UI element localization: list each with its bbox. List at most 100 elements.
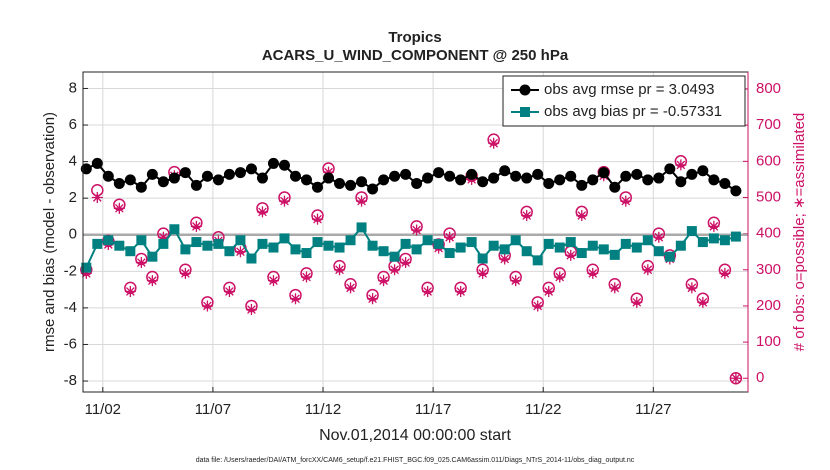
marker: [620, 238, 631, 249]
footnote: data file: /Users/raeder/DAI/ATM_forcXX/…: [196, 457, 635, 464]
x-tick-label: 11/27: [635, 401, 671, 418]
marker: [400, 168, 412, 180]
marker: [146, 275, 158, 287]
marker: [301, 248, 312, 259]
marker: [466, 237, 477, 248]
marker: [135, 257, 147, 269]
marker: [576, 179, 588, 191]
y2-tick-label: 200: [756, 297, 781, 314]
marker: [378, 174, 390, 186]
y-tick-label: 8: [69, 79, 77, 96]
marker: [653, 231, 665, 243]
marker: [444, 170, 456, 182]
marker: [245, 163, 257, 175]
marker: [576, 210, 588, 222]
marker: [708, 174, 720, 186]
marker: [334, 264, 346, 276]
y-tick-label: -6: [64, 335, 77, 352]
marker: [730, 231, 741, 242]
marker: [180, 244, 191, 255]
marker: [102, 170, 114, 182]
marker: [422, 235, 433, 246]
marker: [631, 242, 642, 253]
marker: [411, 178, 423, 190]
marker: [201, 300, 213, 312]
marker: [587, 240, 598, 251]
y2-tick-label: 700: [756, 116, 781, 133]
marker: [235, 235, 246, 246]
x-tick-label: 11/07: [195, 401, 231, 418]
x-tick-label: 11/17: [415, 401, 451, 418]
marker: [587, 267, 599, 279]
marker: [334, 178, 346, 190]
marker: [80, 267, 92, 279]
marker: [532, 255, 543, 266]
marker: [719, 178, 731, 190]
marker: [190, 220, 202, 232]
marker: [598, 244, 609, 255]
marker: [532, 300, 544, 312]
marker: [158, 238, 169, 249]
marker: [202, 240, 213, 251]
marker: [565, 237, 576, 248]
marker: [157, 231, 169, 243]
marker: [642, 174, 654, 186]
marker: [686, 168, 698, 180]
marker: [488, 172, 500, 184]
legend-marker: [519, 84, 531, 96]
y-tick-label: 6: [69, 116, 77, 133]
marker: [267, 157, 279, 169]
marker: [598, 167, 610, 179]
marker: [477, 253, 488, 264]
marker: [521, 172, 533, 184]
marker: [345, 179, 357, 191]
x-tick-label: 11/22: [525, 401, 561, 418]
marker: [565, 249, 577, 261]
marker: [620, 170, 632, 182]
x-tick-label: 11/02: [85, 401, 121, 418]
marker: [576, 248, 587, 259]
marker: [323, 166, 335, 178]
marker: [620, 195, 632, 207]
marker: [213, 238, 224, 249]
marker: [609, 282, 621, 294]
marker: [543, 238, 554, 249]
marker: [521, 210, 533, 222]
marker: [510, 170, 522, 182]
marker: [499, 165, 511, 177]
marker: [411, 224, 423, 236]
marker: [686, 226, 697, 237]
marker: [201, 170, 213, 182]
marker: [422, 285, 434, 297]
marker: [356, 222, 367, 233]
marker: [444, 248, 455, 259]
marker: [378, 275, 390, 287]
marker: [554, 174, 566, 186]
marker: [301, 271, 313, 283]
marker: [708, 220, 720, 232]
y-tick-label: 2: [69, 189, 77, 206]
marker: [389, 170, 401, 182]
marker: [554, 242, 565, 253]
marker: [422, 172, 434, 184]
marker: [103, 235, 114, 246]
marker: [345, 235, 356, 246]
marker: [256, 206, 268, 218]
marker: [278, 195, 290, 207]
marker: [554, 271, 566, 283]
marker: [267, 275, 279, 287]
x-axis-label: Nov.01,2014 00:00:00 start: [319, 427, 511, 444]
legend-box: [502, 75, 746, 127]
marker: [323, 172, 335, 184]
marker: [455, 242, 466, 253]
marker: [642, 235, 653, 246]
marker: [488, 137, 500, 149]
marker: [124, 285, 136, 297]
marker: [169, 224, 180, 235]
marker: [477, 176, 489, 188]
marker: [642, 264, 654, 276]
marker: [191, 237, 202, 248]
marker: [290, 244, 301, 255]
marker: [389, 251, 400, 262]
